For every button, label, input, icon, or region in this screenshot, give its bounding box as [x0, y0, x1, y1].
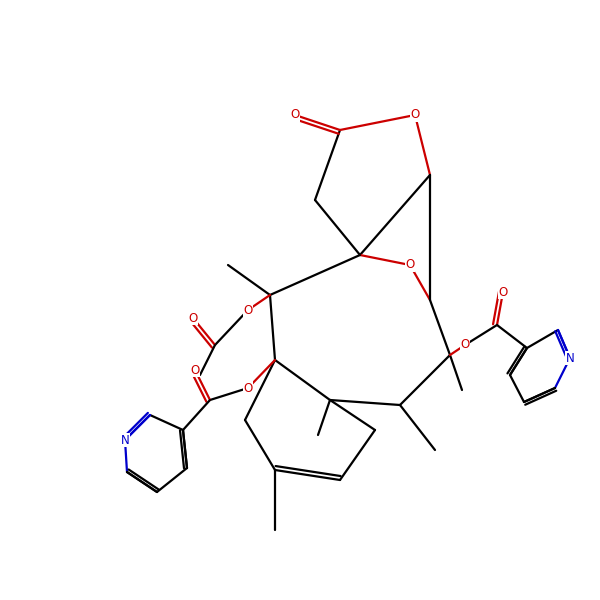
Text: O: O [190, 364, 200, 377]
Text: O: O [188, 311, 197, 325]
Text: O: O [290, 109, 299, 121]
Text: N: N [566, 352, 574, 364]
Text: O: O [460, 338, 470, 352]
Text: O: O [244, 382, 253, 395]
Text: O: O [406, 259, 415, 271]
Text: O: O [410, 109, 419, 121]
Text: N: N [121, 433, 130, 446]
Text: O: O [499, 286, 508, 298]
Text: O: O [244, 304, 253, 317]
